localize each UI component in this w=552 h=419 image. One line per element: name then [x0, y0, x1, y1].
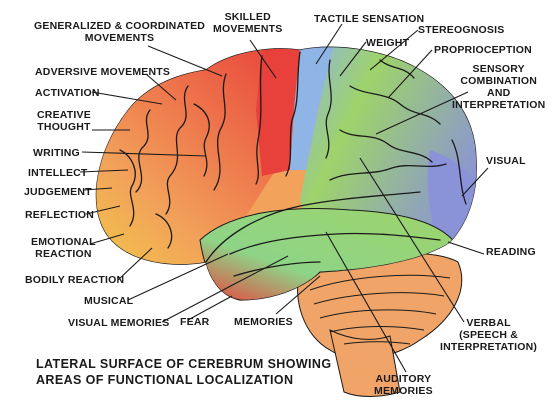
leader-generalized	[147, 45, 223, 77]
frontal-sulcus-6	[193, 103, 210, 177]
leader-proprioception	[387, 49, 433, 99]
label-intellect: INTELLECT	[28, 167, 88, 179]
leader-reading	[447, 241, 485, 255]
label-verbal: VERBAL (SPEECH & INTERPRETATION)	[440, 317, 538, 353]
leader-visual	[461, 167, 489, 197]
frontal-sulcus-4	[119, 149, 136, 227]
label-musical: MUSICAL	[84, 295, 134, 307]
label-generalized-movements: GENERALIZED & COORDINATED MOVEMENTS	[34, 20, 206, 44]
label-auditory-memories: AUDITORY MEMORIES	[374, 373, 433, 397]
leader-musical	[127, 253, 229, 301]
leader-activation	[91, 91, 163, 105]
folia-line	[343, 341, 411, 345]
intraparietal-sulcus	[349, 85, 441, 125]
leader-sensory	[375, 91, 469, 135]
leader-adversive	[145, 73, 177, 101]
label-emotional-reaction: EMOTIONAL REACTION	[31, 236, 96, 260]
label-skilled-movements: SKILLED MOVEMENTS	[213, 11, 283, 35]
frontal-sulcus-5	[155, 213, 173, 249]
label-tactile-sensation: TACTILE SENSATION	[314, 13, 425, 25]
leader-verbal	[359, 157, 465, 323]
label-proprioception: PROPRIOCEPTION	[434, 44, 532, 56]
label-stereognosis: STEREOGNOSIS	[418, 24, 505, 36]
diagram-caption: LATERAL SURFACE OF CEREBRUM SHOWING AREA…	[36, 357, 332, 387]
label-bodily-reaction: BODILY REACTION	[25, 274, 125, 286]
label-creative-thought: CREATIVE THOUGHT	[37, 109, 91, 133]
postcentral-sulcus	[325, 59, 332, 159]
leader-stereognosis	[369, 29, 419, 71]
label-visual-memories: VISUAL MEMORIES	[68, 317, 170, 329]
leader-tactile	[315, 23, 343, 65]
label-visual: VISUAL	[486, 155, 526, 167]
label-activation: ACTIVATION	[35, 87, 100, 99]
leader-bodily	[117, 247, 153, 281]
parietal-sulcus-4	[329, 163, 447, 181]
label-fear: FEAR	[180, 316, 210, 328]
parietal-sulcus-2	[339, 129, 433, 163]
folia-line	[319, 309, 437, 319]
central-sulcus	[285, 51, 301, 177]
leader-writing	[81, 151, 207, 157]
leader-weight	[339, 41, 367, 77]
leader-auditory	[325, 231, 407, 373]
label-reading: READING	[486, 246, 536, 258]
frontal-sulcus-1	[213, 73, 227, 191]
leader-emotional	[89, 233, 125, 245]
folia-line	[309, 274, 451, 291]
label-reflection: REFLECTION	[25, 209, 95, 221]
leader-visual-memories	[161, 255, 289, 323]
label-weight: WEIGHT	[366, 37, 410, 49]
inferior-temporal-sulcus	[233, 261, 321, 277]
frontal-sulcus-2	[165, 85, 189, 215]
leader-reflection	[85, 205, 121, 215]
label-judgement: JUDGEMENT	[24, 186, 92, 198]
frontal-sulcus-3	[135, 109, 151, 193]
folia-line	[313, 292, 445, 305]
label-sensory-combination: SENSORY COMBINATION AND INTERPRETATION	[452, 63, 546, 111]
leader-fear	[187, 295, 233, 321]
leader-intellect	[79, 169, 129, 173]
label-adversive-movements: ADVERSIVE MOVEMENTS	[35, 66, 171, 78]
brainstem-region	[329, 329, 401, 397]
sensory-strip	[290, 47, 334, 170]
motor-strip	[256, 48, 300, 176]
cerebellum-folia	[309, 274, 451, 345]
precentral-sulcus	[255, 55, 263, 185]
label-writing: WRITING	[33, 147, 80, 159]
occipital-sulcus	[451, 139, 467, 205]
leader-memories	[275, 275, 321, 315]
leader-skilled	[249, 39, 277, 79]
lateral-sulcus	[205, 191, 421, 263]
label-memories: MEMORIES	[234, 316, 293, 328]
parietal-sulcus-3	[379, 59, 415, 79]
leader-lines	[79, 23, 489, 373]
leader-judgement	[83, 187, 113, 191]
